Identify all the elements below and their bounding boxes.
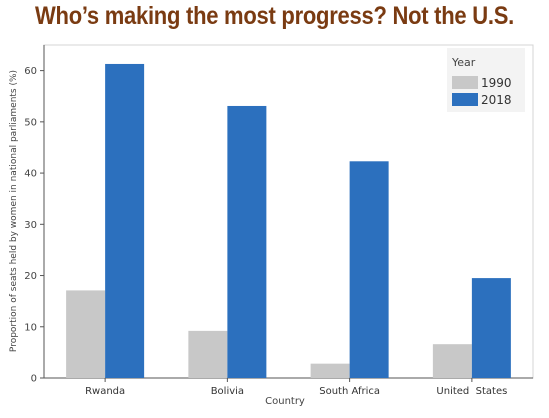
x-tick-label-rwanda: Rwanda [85, 386, 125, 397]
x-tick-label-united-states: United States [436, 386, 507, 397]
bar-2018-south-africa [349, 161, 389, 378]
bars-group [66, 63, 511, 379]
legend-title: Year [451, 56, 476, 69]
bar-1990-rwanda [66, 290, 106, 378]
y-tick-label-10: 10 [24, 322, 37, 333]
y-tick-label-20: 20 [24, 271, 37, 282]
bar-1990-united-states [432, 344, 472, 378]
y-tick-label-60: 60 [24, 66, 37, 77]
bar-2018-united-states [471, 278, 511, 378]
legend-label-2018: 2018 [481, 93, 512, 107]
x-ticks-group: Rwanda Bolivia South Africa United States [85, 378, 507, 397]
y-tick-label-30: 30 [24, 220, 37, 231]
page-title: Who’s making the most progress? Not the … [35, 2, 514, 30]
y-axis-label: Proportion of seats held by women in nat… [9, 70, 19, 352]
x-tick-label-south-africa: South Africa [319, 386, 380, 397]
bar-2018-rwanda [105, 63, 145, 378]
bar-1990-bolivia [188, 330, 228, 378]
legend-swatch-1990 [452, 76, 478, 89]
bar-1990-south-africa [310, 363, 350, 378]
bar-2018-bolivia [227, 105, 267, 379]
y-tick-label-50: 50 [24, 117, 37, 128]
x-tick-label-bolivia: Bolivia [211, 386, 244, 397]
y-tick-label-40: 40 [24, 169, 37, 180]
legend-label-1990: 1990 [481, 76, 512, 90]
legend-swatch-2018 [452, 93, 478, 106]
y-tick-label-0: 0 [31, 374, 37, 385]
legend: Year 1990 2018 [447, 48, 525, 112]
x-axis-label: Country [265, 396, 305, 407]
y-ticks-group: 0 10 20 30 40 50 60 [24, 66, 44, 385]
